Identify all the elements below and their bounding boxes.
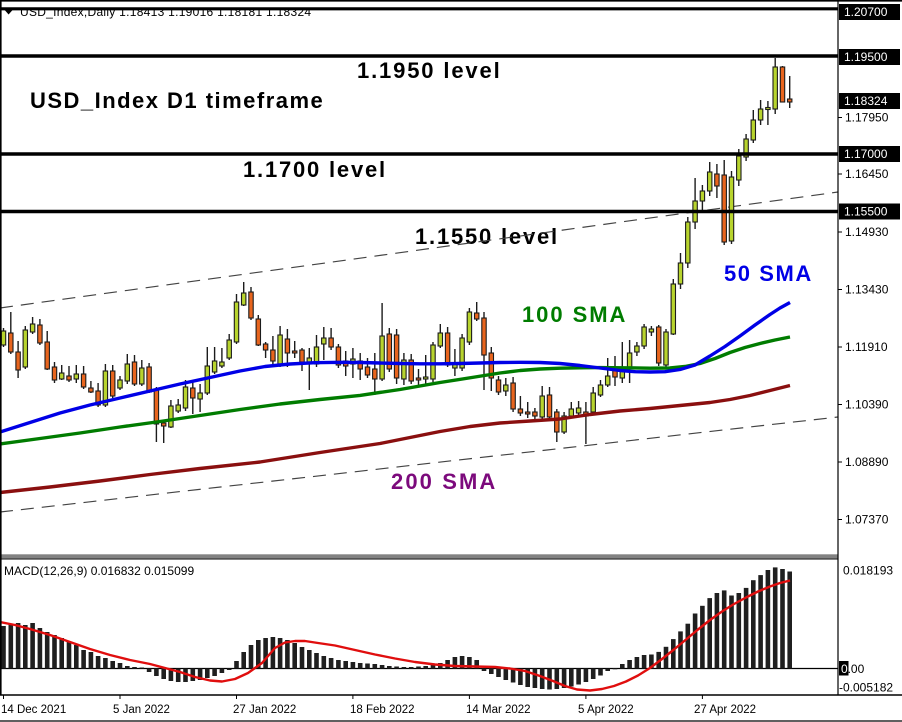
svg-text:50 SMA: 50 SMA	[724, 261, 813, 286]
svg-text:0: 0	[841, 662, 848, 676]
svg-text:1.17000: 1.17000	[844, 147, 888, 161]
svg-text:1.08890: 1.08890	[845, 455, 889, 469]
svg-text:14 Dec 2021: 14 Dec 2021	[1, 704, 66, 716]
svg-text:1.1950 level: 1.1950 level	[357, 58, 502, 83]
svg-text:1.13430: 1.13430	[845, 283, 889, 297]
svg-text:5 Jan 2022: 5 Jan 2022	[113, 704, 170, 716]
svg-text:27 Jan 2022: 27 Jan 2022	[233, 704, 296, 716]
svg-text:100 SMA: 100 SMA	[522, 302, 627, 327]
svg-text:1.19500: 1.19500	[844, 50, 888, 64]
svg-text:-0.005182: -0.005182	[839, 680, 893, 694]
svg-text:1.17950: 1.17950	[845, 111, 889, 125]
svg-text:1.18324: 1.18324	[844, 94, 888, 108]
svg-text:1.14930: 1.14930	[845, 225, 889, 239]
svg-text:14 Mar 2022: 14 Mar 2022	[466, 704, 531, 716]
svg-text:1.16450: 1.16450	[845, 167, 889, 181]
svg-text:5 Apr 2022: 5 Apr 2022	[578, 704, 634, 716]
svg-text:1.1550 level: 1.1550 level	[415, 224, 559, 249]
svg-text:1.10390: 1.10390	[845, 398, 889, 412]
svg-text:1.15500: 1.15500	[844, 205, 888, 219]
svg-text:.00: .00	[848, 662, 865, 676]
svg-text:1.11910: 1.11910	[845, 340, 888, 354]
svg-text:MACD(12,26,9) 0.016832 0.01509: MACD(12,26,9) 0.016832 0.015099	[4, 564, 194, 578]
svg-text:18 Feb 2022: 18 Feb 2022	[350, 704, 415, 716]
svg-text:1.07370: 1.07370	[845, 513, 889, 527]
svg-text:USD_Index D1 timeframe: USD_Index D1 timeframe	[30, 88, 324, 113]
svg-text:1.20700: 1.20700	[844, 5, 888, 19]
svg-text:27 Apr 2022: 27 Apr 2022	[694, 704, 756, 716]
svg-text:1.1700 level: 1.1700 level	[243, 157, 387, 182]
svg-text:200 SMA: 200 SMA	[391, 469, 497, 494]
svg-text:USD_Index,Daily 1.18413 1.190: USD_Index,Daily 1.18413 1.19016 1.18181 …	[20, 5, 311, 19]
svg-text:0.018193: 0.018193	[843, 564, 893, 578]
